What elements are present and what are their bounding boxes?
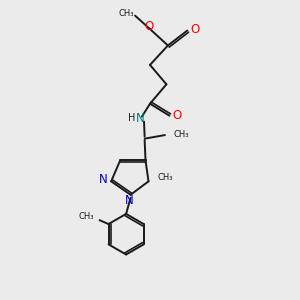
- Text: H: H: [128, 113, 135, 123]
- Text: N: N: [99, 173, 108, 186]
- Text: N: N: [136, 112, 145, 124]
- Text: O: O: [145, 20, 154, 33]
- Text: CH₃: CH₃: [174, 130, 189, 139]
- Text: O: O: [173, 109, 182, 122]
- Text: CH₃: CH₃: [158, 173, 173, 182]
- Text: CH₃: CH₃: [119, 9, 134, 18]
- Text: N: N: [125, 194, 134, 207]
- Text: O: O: [190, 22, 200, 36]
- Text: CH₃: CH₃: [79, 212, 94, 221]
